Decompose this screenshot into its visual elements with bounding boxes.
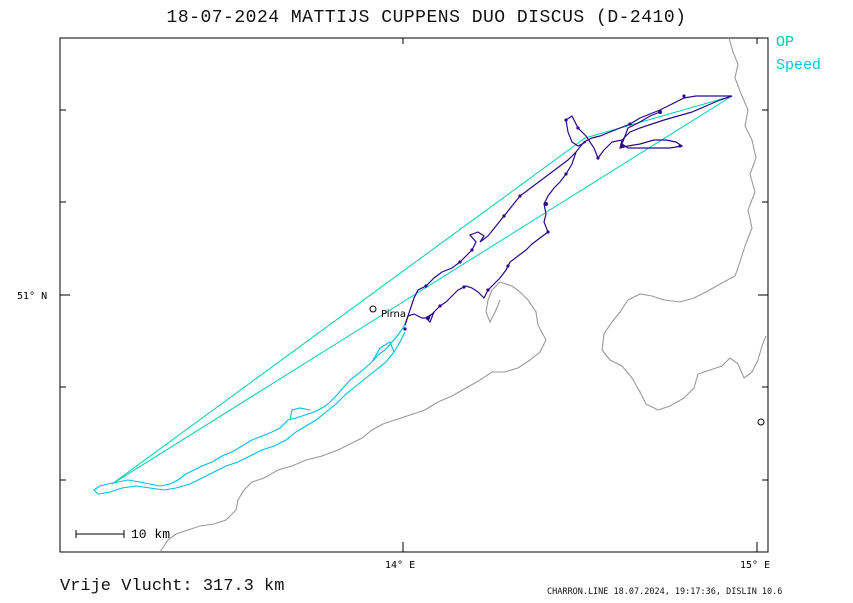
pirna-label: Pirna	[381, 309, 406, 320]
bottom-ticks	[402, 38, 758, 552]
legend-speed: Speed	[776, 57, 822, 74]
credit-text: CHARRON.LINE 18.07.2024, 19:17:36, DISLI…	[547, 587, 783, 597]
scale-bar	[75, 530, 125, 538]
main-track	[404, 95, 733, 326]
lon-label-15: 15° E	[740, 560, 770, 571]
lat-label: 51° N	[17, 291, 47, 302]
left-ticks	[60, 109, 70, 481]
pirna-marker	[369, 305, 377, 313]
track-dots	[403, 94, 686, 331]
lon-label-14: 14° E	[385, 560, 415, 571]
map-title: 18-07-2024 MATTIJS CUPPENS DUO DISCUS (D…	[166, 8, 687, 28]
speed-track	[93, 324, 406, 495]
right-ticks	[758, 109, 768, 481]
legend-op: OP	[776, 34, 795, 51]
op-lines	[111, 95, 733, 485]
country-borders	[159, 37, 767, 553]
scale-label: 10 km	[131, 527, 170, 542]
distance-text: Vrije Vlucht: 317.3 km	[60, 577, 285, 596]
edge-marker	[757, 418, 765, 426]
